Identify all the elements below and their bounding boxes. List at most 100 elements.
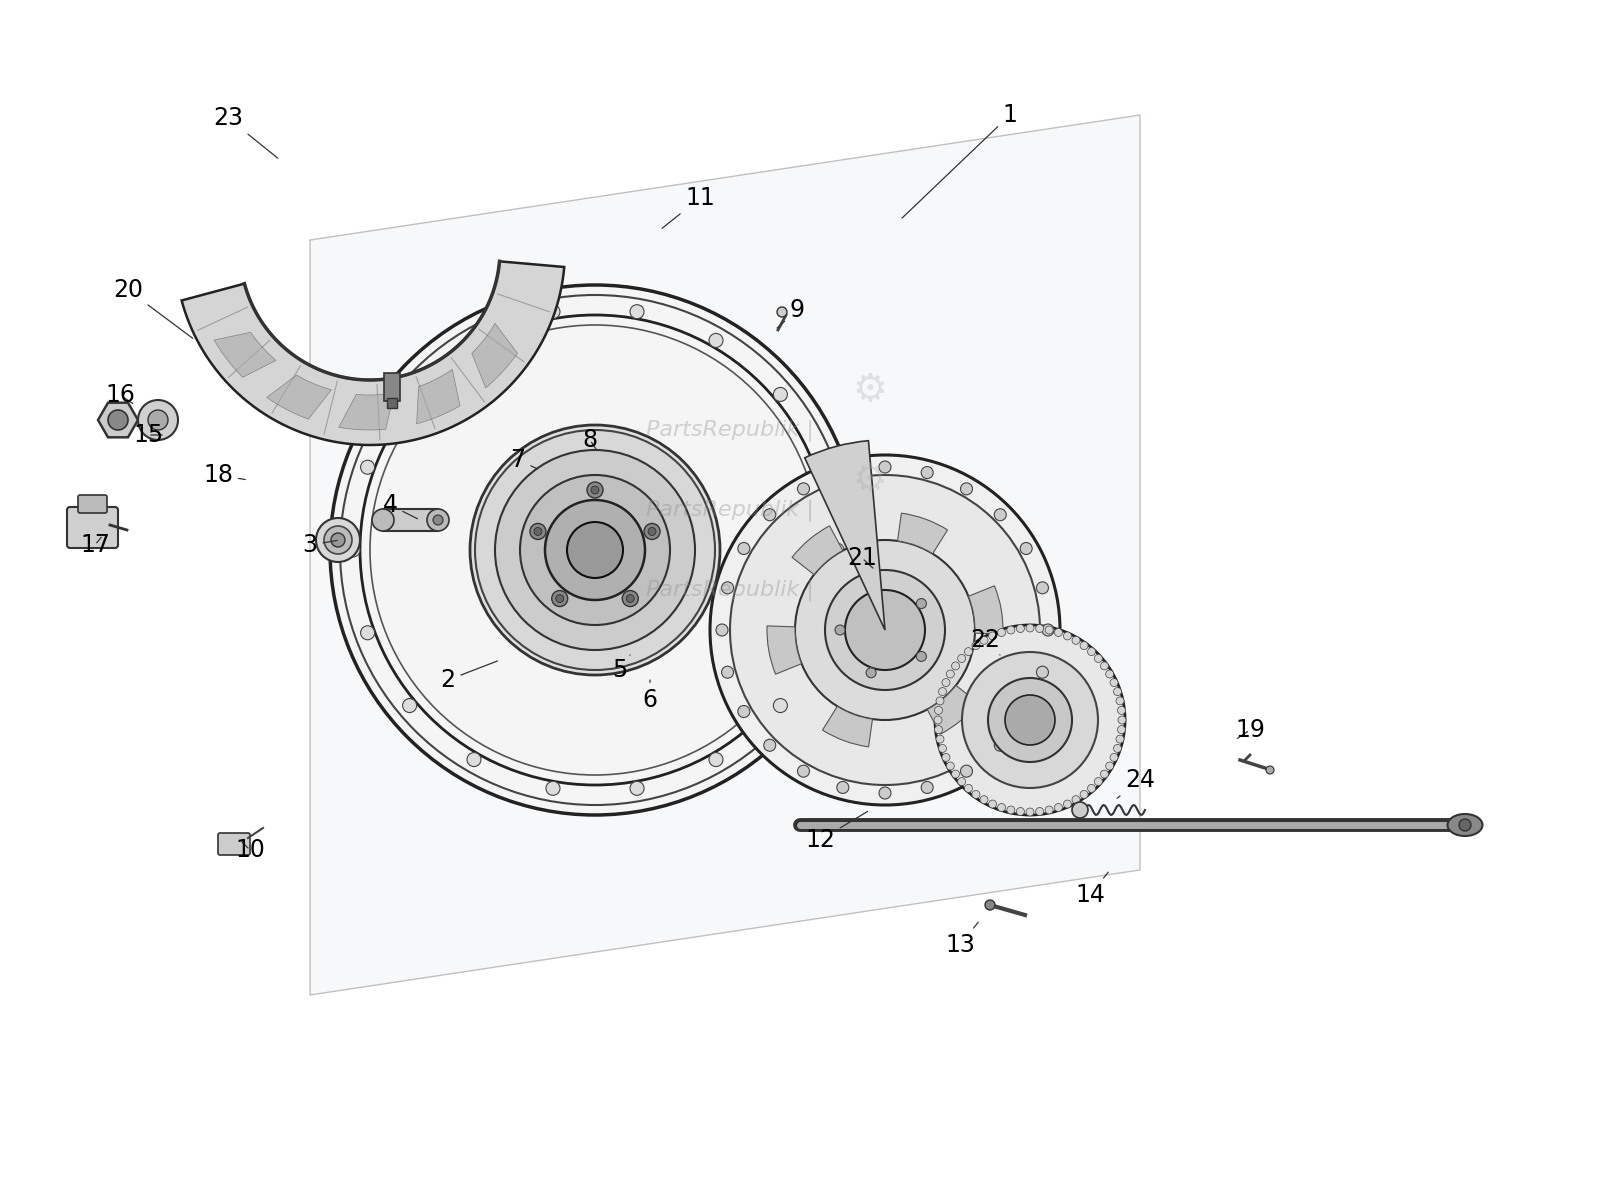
Circle shape: [470, 425, 720, 674]
Text: ⚙: ⚙: [853, 461, 888, 499]
Circle shape: [1006, 626, 1014, 634]
Circle shape: [331, 533, 346, 547]
Circle shape: [738, 706, 750, 718]
Circle shape: [816, 625, 829, 640]
Circle shape: [934, 726, 942, 733]
Text: 10: 10: [235, 838, 266, 862]
Circle shape: [1064, 800, 1072, 808]
Polygon shape: [98, 403, 138, 437]
Polygon shape: [416, 370, 461, 424]
Circle shape: [773, 388, 787, 402]
Circle shape: [939, 744, 947, 752]
Text: 16: 16: [106, 383, 134, 407]
Circle shape: [1005, 695, 1054, 745]
Circle shape: [1042, 624, 1054, 636]
Circle shape: [922, 781, 933, 793]
FancyBboxPatch shape: [218, 833, 250, 854]
Circle shape: [1115, 697, 1123, 704]
Text: 1: 1: [902, 103, 1018, 218]
Text: 12: 12: [805, 811, 867, 852]
Circle shape: [989, 800, 997, 808]
Bar: [387, 398, 397, 408]
Circle shape: [934, 625, 1125, 815]
Circle shape: [837, 781, 850, 793]
Circle shape: [1045, 806, 1053, 814]
Text: 22: 22: [970, 628, 1000, 655]
Circle shape: [1037, 666, 1048, 678]
Circle shape: [630, 305, 645, 319]
Circle shape: [1110, 678, 1118, 686]
Circle shape: [934, 707, 942, 714]
Circle shape: [1094, 778, 1102, 786]
Circle shape: [778, 307, 787, 317]
Text: 23: 23: [213, 106, 278, 158]
Circle shape: [965, 648, 973, 655]
Circle shape: [866, 667, 877, 678]
Wedge shape: [766, 626, 802, 674]
Circle shape: [1006, 806, 1014, 814]
Circle shape: [722, 582, 733, 594]
Circle shape: [986, 900, 995, 910]
Circle shape: [1054, 629, 1062, 636]
Circle shape: [917, 599, 926, 608]
Text: 14: 14: [1075, 872, 1109, 907]
Circle shape: [1016, 808, 1024, 816]
Circle shape: [936, 736, 944, 743]
Circle shape: [710, 455, 1059, 805]
Circle shape: [648, 528, 656, 535]
Circle shape: [989, 632, 997, 640]
Circle shape: [1054, 804, 1062, 811]
Text: 19: 19: [1235, 718, 1266, 742]
Bar: [382, 509, 438, 530]
Circle shape: [1459, 818, 1470, 830]
Circle shape: [1080, 791, 1088, 798]
Circle shape: [467, 334, 482, 348]
Circle shape: [960, 482, 973, 494]
Wedge shape: [928, 685, 978, 734]
Circle shape: [360, 461, 374, 474]
Text: 18: 18: [203, 463, 245, 487]
Circle shape: [626, 594, 634, 602]
Circle shape: [878, 461, 891, 473]
Circle shape: [1117, 707, 1125, 714]
Circle shape: [717, 624, 728, 636]
Circle shape: [1266, 766, 1274, 774]
Polygon shape: [310, 115, 1139, 995]
Circle shape: [1110, 754, 1118, 762]
Circle shape: [709, 334, 723, 348]
Circle shape: [952, 662, 960, 670]
Circle shape: [942, 754, 950, 762]
Circle shape: [1101, 662, 1109, 670]
Circle shape: [958, 778, 966, 786]
Wedge shape: [898, 514, 947, 553]
Circle shape: [946, 762, 954, 770]
Circle shape: [763, 739, 776, 751]
Text: 8: 8: [582, 428, 597, 452]
Circle shape: [994, 509, 1006, 521]
Circle shape: [1114, 688, 1122, 696]
Circle shape: [994, 739, 1006, 751]
Circle shape: [1106, 670, 1114, 678]
Text: 15: 15: [133, 422, 163, 446]
Circle shape: [952, 770, 960, 778]
Circle shape: [467, 752, 482, 767]
Circle shape: [1072, 636, 1080, 644]
Circle shape: [722, 666, 733, 678]
Circle shape: [1088, 648, 1096, 655]
Circle shape: [1106, 762, 1114, 770]
Circle shape: [936, 697, 944, 704]
Circle shape: [730, 475, 1040, 785]
Circle shape: [773, 698, 787, 713]
Circle shape: [965, 785, 973, 792]
Circle shape: [546, 500, 645, 600]
Circle shape: [1080, 642, 1088, 649]
Text: PartsRepublik |: PartsRepublik |: [646, 580, 814, 601]
Circle shape: [958, 654, 966, 662]
Circle shape: [1072, 802, 1088, 818]
Circle shape: [1026, 624, 1034, 632]
Wedge shape: [805, 440, 885, 630]
Circle shape: [917, 652, 926, 661]
Circle shape: [835, 625, 845, 635]
Circle shape: [566, 522, 622, 578]
Circle shape: [922, 467, 933, 479]
